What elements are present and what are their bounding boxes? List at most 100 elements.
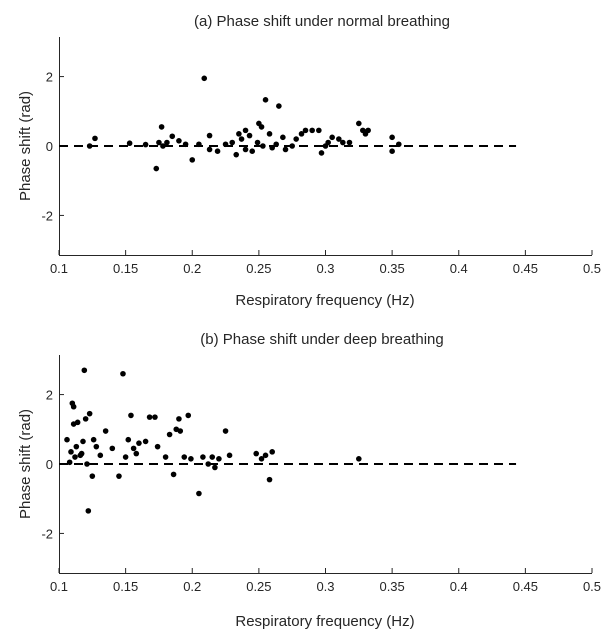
data-point [81,367,88,374]
data-point [68,449,74,455]
data-point [136,440,142,446]
data-point [209,454,216,460]
data-point [80,438,86,445]
data-point [318,150,325,156]
data-point [340,139,346,146]
data-point [66,459,73,466]
data-point [389,134,395,141]
data-point [309,127,315,134]
data-point [196,141,202,148]
x-tick-label: 0.15 [113,261,138,276]
data-point [109,445,116,452]
data-point [316,127,322,134]
data-point [102,428,109,434]
data-point [93,443,100,450]
x-tick-label: 0.2 [183,261,201,276]
data-point [242,127,249,134]
data-point [90,436,97,443]
data-point [72,454,78,460]
data-point [254,139,261,146]
data-point [185,412,192,419]
data-point [258,455,265,462]
data-point [86,143,93,149]
x-tick-label: 0.1 [50,261,68,276]
data-point [188,455,194,462]
x-tick-label: 0.4 [450,261,468,276]
data-point [253,450,260,457]
x-tick-label: 0.5 [583,579,601,594]
data-point [238,136,245,142]
chart-panel-a: (a) Phase shift under normal breathing 0… [17,13,601,309]
data-point [222,141,229,148]
data-point [346,139,353,146]
data-point [200,454,206,460]
data-points [64,367,362,514]
x-tick-label: 0.45 [513,261,538,276]
data-point [298,131,305,137]
y-tick-label: 0 [46,139,53,154]
data-point [162,454,169,460]
data-point [130,445,137,452]
x-tick-label: 0.25 [246,261,271,276]
data-points [86,75,402,172]
data-point [142,141,149,148]
data-point [266,131,273,137]
data-point [258,124,265,130]
x-axis-label: Respiratory frequency (Hz) [235,613,414,630]
data-point [389,148,395,155]
data-point [126,140,133,147]
data-point [262,97,269,103]
data-point [78,450,85,457]
data-point [249,148,256,155]
plot-area [59,355,592,573]
chart-title: (b) Phase shift under deep breathing [200,331,444,348]
x-ticks: 0.1 0.15 0.2 0.25 0.3 0.35 0.4 0.45 0.5 [50,250,601,276]
data-point [154,443,161,450]
data-point [158,124,165,130]
data-point [177,428,184,434]
data-point [226,452,233,459]
data-point [214,148,221,155]
data-point [142,438,149,445]
data-point [260,143,266,149]
data-point [170,471,177,478]
x-tick-label: 0.3 [316,579,334,594]
data-point [125,436,132,443]
y-tick-label: -2 [41,526,53,541]
data-point [236,131,242,137]
data-point [269,449,276,455]
x-tick-label: 0.1 [50,579,68,594]
y-tick-label: 2 [46,70,53,85]
data-point [196,490,202,497]
y-axis-label: Phase shift (rad) [17,409,34,519]
data-point [64,436,70,443]
data-point [128,412,134,419]
data-point [169,133,176,140]
data-point [120,370,126,377]
data-point [289,143,295,149]
data-point [233,151,240,158]
data-point [92,135,98,142]
chart-panel-b: (b) Phase shift under deep breathing 0.1… [17,331,601,630]
data-point [146,414,153,420]
data-point [273,141,279,148]
data-point [133,450,140,457]
data-point [242,146,249,153]
data-point [82,416,89,422]
data-point [325,139,331,146]
data-point [329,134,335,141]
y-axis-label: Phase shift (rad) [17,91,34,201]
data-point [222,428,229,434]
data-point [164,139,170,146]
data-point [212,464,218,471]
x-tick-label: 0.45 [513,579,538,594]
x-ticks: 0.1 0.15 0.2 0.25 0.3 0.35 0.4 0.45 0.5 [50,568,601,594]
data-point [86,410,93,417]
x-axis-label: Respiratory frequency (Hz) [235,292,414,309]
data-point [160,143,166,149]
data-point [206,146,213,153]
data-point [152,414,158,420]
data-point [356,120,362,127]
data-point [73,443,80,450]
